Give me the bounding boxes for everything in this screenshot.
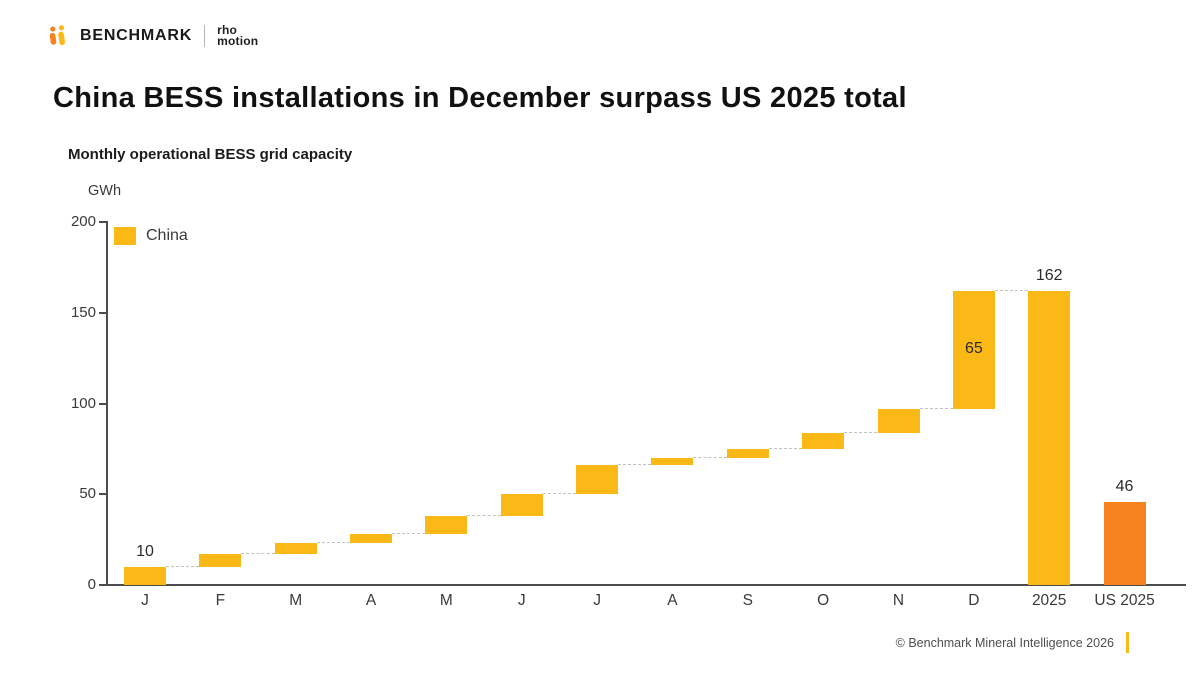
y-tick-label-0: 0 [87,576,96,593]
partner-logo-line1: rho [217,23,238,37]
connector-1 [241,553,275,555]
y-tick-label-200: 200 [70,213,96,230]
brand-wordmark: BENCHMARK [80,27,193,44]
x-tick-label-m: M [439,592,453,609]
x-tick-label-us-2025: US 2025 [1094,592,1155,609]
bar-j-5 [500,494,543,517]
connector-11 [994,289,1029,291]
bar-us-2025-13 [1103,501,1146,585]
x-tick-label-s: S [742,592,753,609]
x-tick-label-j: J [141,592,149,609]
y-tick-mark-100 [99,402,107,405]
connector-0 [166,565,200,567]
x-axis-line [99,584,1186,586]
value-label-d: 65 [964,339,983,357]
y-tick-label-50: 50 [79,485,96,503]
connector-7 [693,456,727,458]
value-label-us-2025: 46 [1115,477,1134,495]
x-tick-label-2025: 2025 [1031,592,1067,609]
bar-j-0 [124,566,166,585]
chart-subtitle: Monthly operational BESS grid capacity [68,146,353,163]
bar-j-6 [576,465,619,495]
legend-swatch-china [114,227,136,245]
bar-d-11 [952,290,995,409]
bar-a-7 [651,457,694,466]
x-tick-label-o: O [817,592,830,609]
y-tick-mark-0 [99,584,107,586]
x-tick-label-j: J [593,592,601,609]
connector-8 [768,447,803,449]
x-tick-label-d: D [968,592,980,609]
value-label-j: 10 [136,542,154,560]
y-axis-unit-label: GWh [88,183,122,199]
partner-logo: rho motion [217,23,259,48]
x-tick-label-m: M [289,592,303,609]
legend-label: China [146,227,188,244]
partner-logo-line2: motion [217,34,259,48]
y-axis-line [106,221,108,585]
page-title: China BESS installations in December sur… [53,82,907,114]
bar-m-2 [274,543,317,555]
footer-accent-bar [1126,632,1129,653]
connector-5 [542,493,577,495]
connector-9 [844,431,878,433]
connector-2 [316,542,351,544]
x-tick-label-a: A [365,592,377,609]
connector-10 [919,407,953,409]
legend: China [114,227,188,245]
bar-2025-12 [1028,290,1071,585]
y-tick-label-150: 150 [70,303,96,321]
y-tick-mark-150 [99,311,107,314]
x-tick-label-n: N [892,592,905,609]
benchmark-logo-icon [48,24,74,48]
y-tick-label-100: 100 [70,394,96,412]
bar-s-8 [726,448,769,458]
bar-f-1 [199,554,242,567]
x-tick-label-f: F [215,592,226,609]
connector-6 [618,464,652,466]
connector-3 [392,533,426,535]
footer-copyright: © Benchmark Mineral Intelligence 2026 [895,636,1114,650]
bar-o-9 [802,432,845,449]
bar-n-10 [877,408,920,433]
bar-a-3 [350,534,393,544]
x-tick-label-a: A [667,592,678,609]
bar-m-4 [425,516,468,535]
x-tick-label-j: J [517,592,526,609]
value-label-2025: 162 [1035,266,1063,284]
connector-4 [467,515,501,517]
header-logo-row: BENCHMARK rho motion [48,24,258,48]
y-tick-mark-50 [99,493,107,496]
y-tick-mark-200 [99,221,107,223]
logo-divider [204,25,206,47]
